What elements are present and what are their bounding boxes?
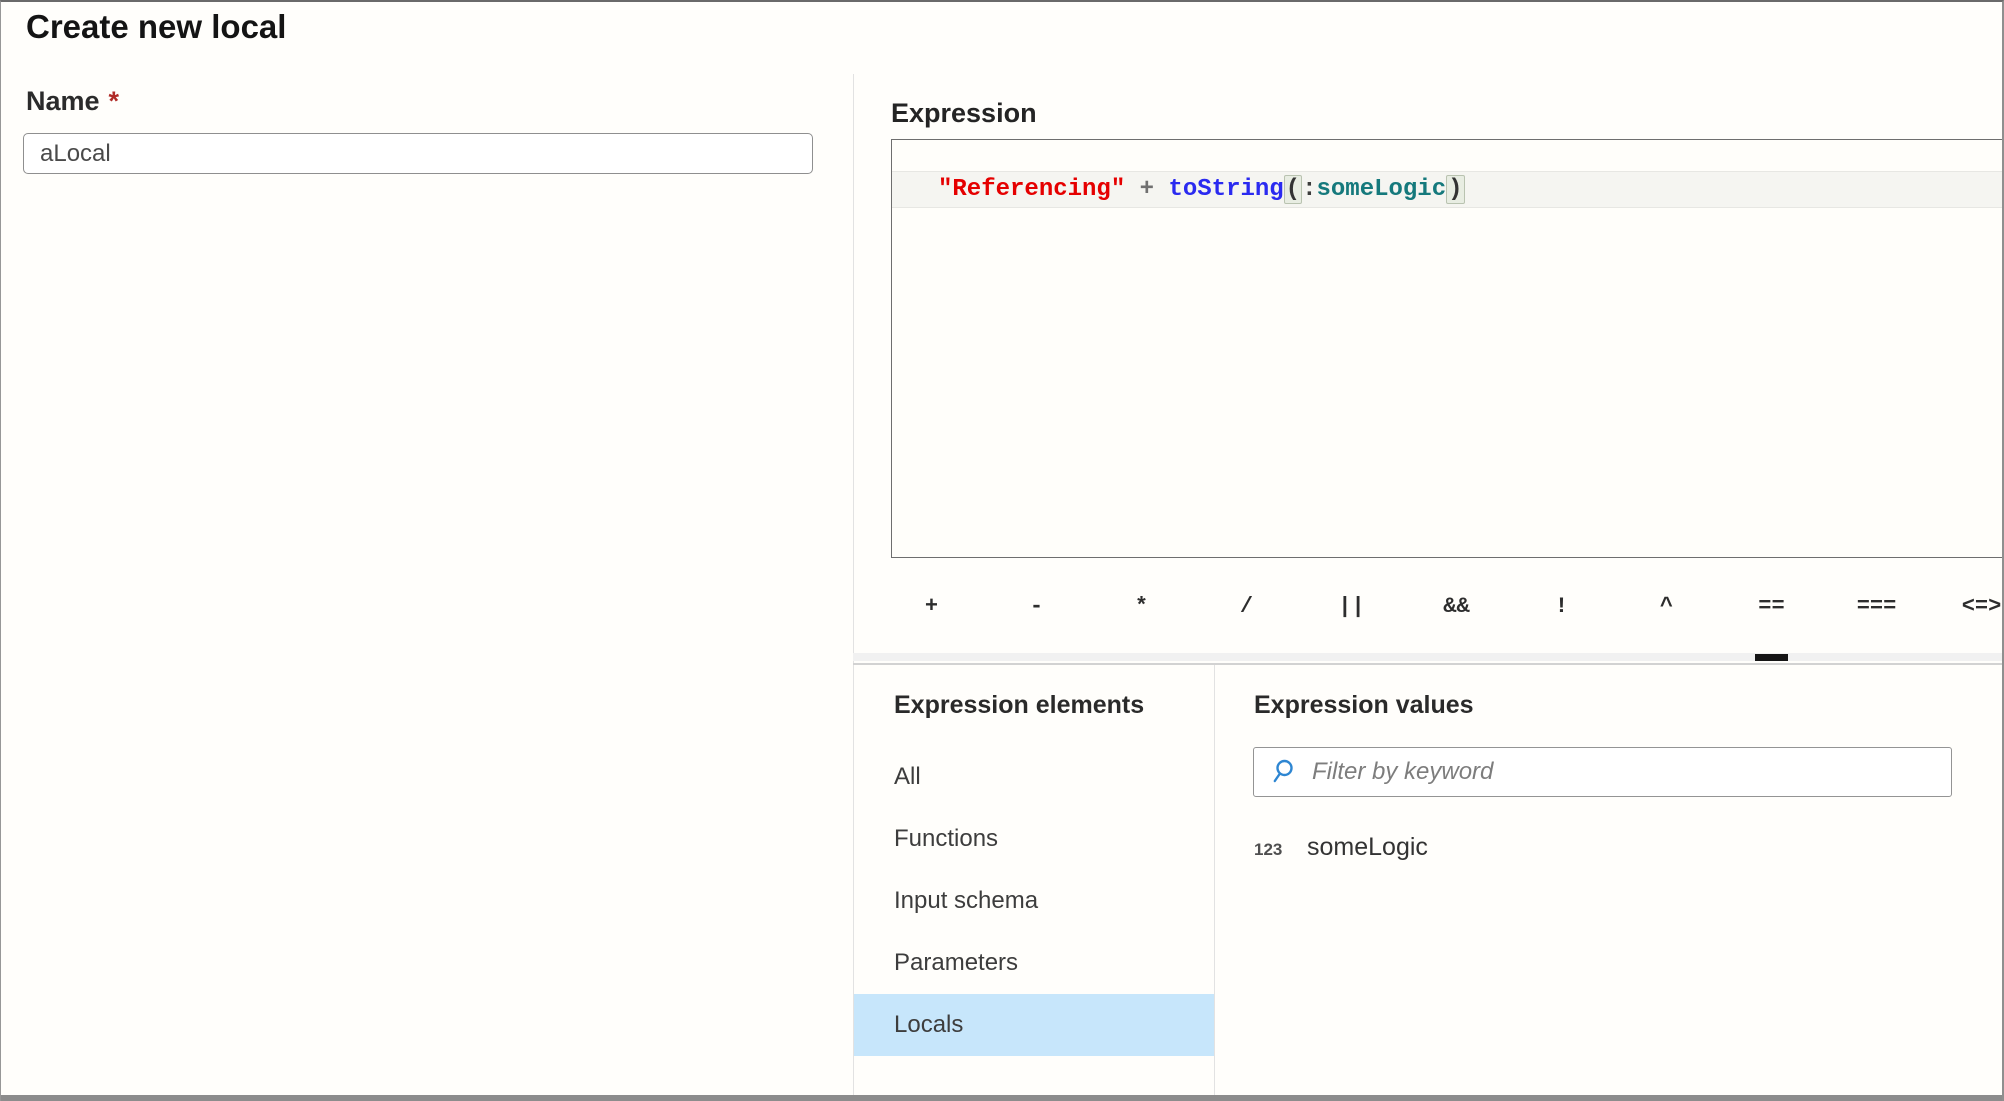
operator-strict-equals-button[interactable]: ===: [1856, 594, 1897, 619]
operator-and-button[interactable]: &&: [1443, 594, 1470, 619]
operator-toolbar: + - * / || &&! ^ == === <=>: [879, 581, 2002, 633]
expression-editor[interactable]: "Referencing" + toString(: someLogic): [891, 139, 2002, 558]
expression-heading: Expression: [891, 98, 1037, 128]
code-token-function: toString: [1168, 176, 1284, 203]
operator-plus-button[interactable]: +: [924, 594, 939, 619]
element-item-label: Parameters: [894, 949, 1019, 976]
operator-divide-button[interactable]: /: [1239, 594, 1254, 619]
code-token-string: "Referencing": [938, 176, 1126, 203]
operator-or-button[interactable]: ||: [1338, 594, 1365, 619]
expression-elements-list: All Functions Input schema Parameters Locals: [854, 746, 1214, 1056]
expression-values-list: 123 someLogic: [1254, 833, 1972, 883]
filter-field: [1253, 747, 1952, 797]
name-input[interactable]: [23, 133, 813, 174]
operator-minus-button[interactable]: -: [1029, 594, 1044, 619]
operator-compare-button[interactable]: <=>: [1961, 594, 2002, 619]
code-token-plain: :: [1302, 176, 1317, 203]
panels-vertical-divider: [1214, 665, 1215, 1097]
expression-values-heading: Expression values: [1254, 691, 1474, 719]
operator-multiply-button[interactable]: *: [1134, 594, 1149, 619]
operator-equals-button[interactable]: ==: [1758, 594, 1785, 619]
operator-indicator-track: [853, 653, 2002, 661]
bottom-edge-bar: [1, 1095, 2002, 1101]
required-mark: *: [108, 86, 120, 116]
element-item-label: Input schema: [894, 887, 1039, 914]
name-label-text: Name: [26, 86, 100, 116]
expression-elements-heading: Expression elements: [894, 691, 1145, 719]
code-token-op: +: [1125, 176, 1169, 203]
section-horizontal-divider: [853, 663, 2002, 665]
element-item-label: All: [894, 763, 921, 790]
filter-input[interactable]: [1253, 747, 1952, 797]
expression-value-label: someLogic: [1307, 833, 1428, 861]
page-title: Create new local: [26, 8, 287, 45]
element-item-label: Locals: [894, 1011, 964, 1038]
operator-not-button[interactable]: !: [1554, 594, 1569, 619]
expression-value-somelogic[interactable]: 123 someLogic: [1254, 833, 1972, 883]
expression-code-line: "Referencing" + toString(: someLogic): [892, 171, 2002, 208]
main-vertical-divider: [853, 74, 854, 1097]
selected-operator-indicator: [1755, 654, 1788, 661]
element-item-locals[interactable]: Locals: [854, 994, 1214, 1056]
element-item-label: Functions: [894, 825, 999, 852]
code-token-bracket: ): [1446, 175, 1465, 204]
code-token-local: someLogic: [1316, 176, 1447, 203]
name-field-label: Name *: [26, 86, 119, 117]
element-item-input-schema[interactable]: Input schema: [854, 870, 1214, 932]
operator-xor-button[interactable]: ^: [1659, 594, 1674, 619]
code-token-bracket: (: [1283, 175, 1303, 204]
element-item-functions[interactable]: Functions: [854, 808, 1214, 870]
element-item-all[interactable]: All: [854, 746, 1214, 808]
integer-type-icon: 123: [1254, 840, 1283, 859]
element-item-parameters[interactable]: Parameters: [854, 932, 1214, 994]
